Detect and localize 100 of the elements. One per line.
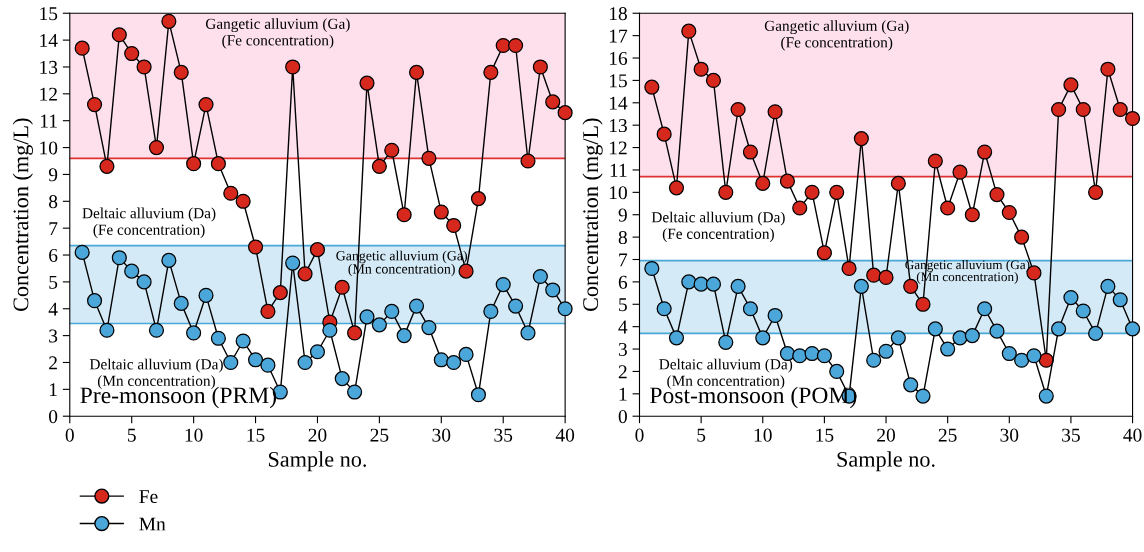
- point: [359, 75, 375, 91]
- point: [396, 207, 412, 223]
- point: [235, 333, 251, 349]
- point: [656, 126, 672, 142]
- point: [755, 175, 771, 191]
- x-axis-title: Sample no.: [268, 451, 366, 472]
- point: [124, 263, 140, 279]
- point: [111, 27, 127, 43]
- y-tick-label: 10: [609, 186, 627, 200]
- point: [198, 287, 214, 303]
- point: [124, 45, 140, 62]
- y-tick-label: 11: [610, 163, 627, 177]
- point: [927, 321, 943, 337]
- annotation: Gangetic alluvium (Ga) (Fe concentration): [764, 20, 909, 51]
- x-tick-label: 0: [65, 428, 74, 442]
- point: [86, 293, 103, 309]
- point: [792, 348, 808, 364]
- point: [161, 13, 177, 29]
- point: [247, 352, 264, 368]
- y-tick-label: 3: [49, 329, 58, 343]
- x-tick-label: 35: [494, 428, 513, 442]
- point: [853, 278, 869, 294]
- y-tick-label: 6: [49, 248, 58, 262]
- point: [668, 180, 685, 196]
- point: [74, 40, 90, 56]
- point: [989, 187, 1005, 203]
- y-tick-label: 12: [40, 87, 57, 101]
- annotation: Deltaic alluvium (Da) (Fe concentration): [651, 211, 785, 242]
- y-tick-label: 6: [618, 275, 628, 289]
- point: [878, 343, 894, 359]
- point: [508, 298, 524, 314]
- point: [1100, 278, 1116, 294]
- point: [520, 325, 536, 341]
- point: [508, 37, 524, 54]
- point: [1075, 303, 1091, 319]
- point: [927, 153, 943, 169]
- point: [1026, 348, 1042, 364]
- point: [235, 193, 251, 209]
- y-tick-label: 7: [49, 222, 58, 235]
- point: [433, 352, 449, 368]
- point: [681, 23, 697, 39]
- y-tick-label: 5: [619, 298, 627, 312]
- y-tick-label: 2: [618, 365, 627, 379]
- point: [260, 357, 276, 373]
- point: [878, 269, 894, 285]
- point: [210, 156, 226, 172]
- point: [829, 184, 845, 200]
- point: [198, 97, 214, 113]
- point: [730, 278, 746, 294]
- point: [322, 322, 338, 338]
- point: [470, 191, 487, 207]
- point: [1063, 77, 1079, 93]
- point: [940, 200, 956, 216]
- point: [173, 64, 189, 80]
- point: [371, 317, 387, 333]
- point: [532, 268, 548, 285]
- point: [681, 274, 697, 290]
- point: [458, 263, 474, 279]
- point: [952, 164, 968, 180]
- x-tick-label: 25: [938, 428, 957, 442]
- x-tick-label: 40: [555, 428, 575, 442]
- x-tick-label: 15: [816, 428, 834, 442]
- point: [136, 274, 152, 290]
- legend-label: Fe: [139, 490, 158, 504]
- point: [347, 384, 363, 400]
- y-tick-label: 13: [40, 60, 58, 74]
- x-tick-label: 25: [370, 428, 389, 442]
- point: [940, 341, 956, 357]
- point: [964, 328, 980, 344]
- x-tick-label: 5: [127, 428, 136, 442]
- point: [408, 298, 425, 314]
- x-tick-label: 30: [432, 428, 451, 442]
- y-tick-label: 11: [40, 114, 57, 128]
- point: [520, 153, 536, 169]
- point: [767, 307, 783, 324]
- x-tick-label: 35: [1062, 428, 1080, 442]
- point: [495, 37, 511, 54]
- y-axis-title: Concentration (mg/L): [12, 118, 33, 312]
- point: [148, 139, 165, 156]
- point: [532, 59, 548, 75]
- point: [384, 303, 400, 320]
- y-tick-label: 9: [48, 168, 58, 182]
- point: [272, 285, 288, 301]
- point: [742, 144, 759, 160]
- point: [829, 363, 845, 380]
- y-tick-label: 14: [609, 96, 628, 110]
- point: [977, 144, 993, 160]
- y-tick-label: 12: [609, 141, 627, 155]
- x-tick-label: 5: [697, 428, 706, 442]
- point: [705, 276, 722, 292]
- point: [99, 322, 115, 338]
- point: [841, 260, 857, 277]
- point: [644, 260, 660, 277]
- point: [297, 354, 313, 371]
- point: [161, 252, 177, 268]
- point: [915, 388, 931, 404]
- point: [1014, 229, 1030, 245]
- point: [668, 330, 685, 346]
- point: [804, 184, 820, 200]
- y-tick-label: 10: [40, 141, 58, 155]
